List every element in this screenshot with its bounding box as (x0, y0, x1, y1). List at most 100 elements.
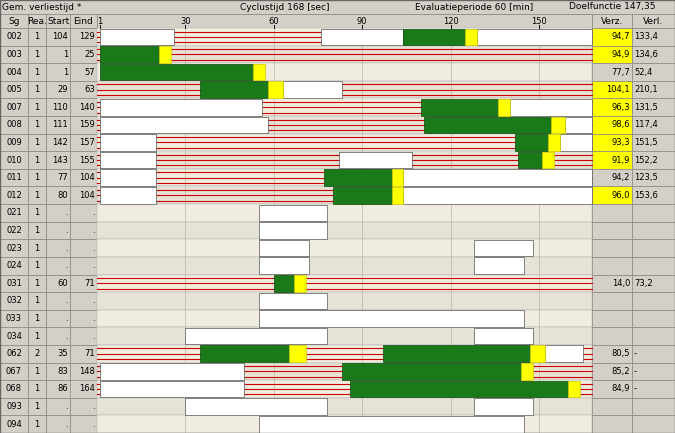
Text: .: . (92, 208, 95, 217)
Text: 153,6: 153,6 (634, 191, 658, 200)
Bar (46, 81, 70, 98)
Bar (46, 98, 70, 116)
Bar (97, 380, 592, 398)
Bar (632, 345, 675, 362)
Bar (632, 380, 675, 398)
Bar (46, 398, 70, 415)
Bar (253, 64, 265, 81)
Text: 94,2: 94,2 (612, 173, 630, 182)
Bar (70, 380, 97, 398)
Bar (259, 204, 327, 221)
Text: 1: 1 (97, 16, 103, 26)
Bar (97, 415, 592, 433)
Bar (70, 63, 97, 81)
Bar (0, 362, 28, 380)
Text: 1: 1 (34, 385, 40, 394)
Bar (46, 239, 70, 257)
Text: 129: 129 (79, 32, 95, 41)
Text: 90: 90 (357, 16, 367, 26)
Bar (0, 292, 28, 310)
Text: 35: 35 (57, 349, 68, 358)
Text: 14,0: 14,0 (612, 279, 630, 288)
Bar (560, 134, 592, 151)
Bar (632, 116, 675, 134)
Text: Verl.: Verl. (643, 16, 664, 26)
Bar (497, 99, 510, 116)
Bar (0, 169, 28, 187)
Bar (283, 81, 342, 98)
Bar (0, 14, 28, 28)
Text: 1: 1 (34, 402, 40, 411)
Bar (424, 116, 551, 133)
Bar (259, 293, 327, 309)
Bar (0, 0, 675, 14)
Text: 110: 110 (52, 103, 68, 112)
Text: 91,9: 91,9 (612, 155, 630, 165)
Bar (518, 152, 542, 168)
Text: .: . (65, 226, 68, 235)
Bar (350, 381, 568, 397)
Bar (632, 222, 675, 239)
Bar (566, 116, 592, 133)
Text: .: . (65, 261, 68, 270)
Text: 83: 83 (57, 367, 68, 376)
Text: 068: 068 (6, 385, 22, 394)
Bar (592, 415, 632, 433)
Text: 104: 104 (52, 32, 68, 41)
Text: 77: 77 (57, 173, 68, 182)
Bar (632, 63, 675, 81)
Bar (0, 345, 28, 362)
Bar (46, 204, 70, 222)
Bar (70, 398, 97, 415)
Bar (0, 398, 28, 415)
Bar (404, 169, 592, 186)
Bar (592, 345, 632, 362)
Text: 148: 148 (79, 367, 95, 376)
Bar (268, 81, 283, 98)
Bar (421, 99, 497, 116)
Bar (97, 187, 592, 204)
Text: 117,4: 117,4 (634, 120, 657, 129)
Bar (100, 187, 156, 204)
Bar (46, 257, 70, 275)
Text: 1: 1 (34, 208, 40, 217)
Bar (592, 292, 632, 310)
Bar (97, 28, 592, 45)
Text: 77,7: 77,7 (612, 68, 630, 77)
Bar (70, 28, 97, 45)
Bar (383, 346, 530, 362)
Text: 85,2: 85,2 (612, 367, 630, 376)
Bar (28, 327, 46, 345)
Text: 104: 104 (79, 191, 95, 200)
Bar (46, 45, 70, 63)
Text: 1: 1 (63, 68, 68, 77)
Bar (70, 116, 97, 134)
Bar (404, 187, 592, 204)
Bar (28, 45, 46, 63)
Bar (0, 81, 28, 98)
Bar (530, 346, 545, 362)
Bar (521, 363, 533, 380)
Text: 1: 1 (34, 32, 40, 41)
Bar (0, 63, 28, 81)
Bar (70, 239, 97, 257)
Text: 80,5: 80,5 (612, 349, 630, 358)
Bar (592, 398, 632, 415)
Text: 004: 004 (6, 68, 22, 77)
Bar (288, 346, 306, 362)
Text: 007: 007 (6, 103, 22, 112)
Text: 157: 157 (79, 138, 95, 147)
Bar (46, 116, 70, 134)
Bar (200, 81, 268, 98)
Bar (46, 151, 70, 169)
Bar (339, 152, 412, 168)
Bar (0, 310, 28, 327)
Text: 1: 1 (34, 50, 40, 59)
Bar (100, 363, 244, 380)
Text: 94,7: 94,7 (612, 32, 630, 41)
Text: 1: 1 (34, 332, 40, 341)
Bar (404, 29, 465, 45)
Text: 1: 1 (34, 261, 40, 270)
Bar (28, 204, 46, 222)
Bar (97, 134, 592, 151)
